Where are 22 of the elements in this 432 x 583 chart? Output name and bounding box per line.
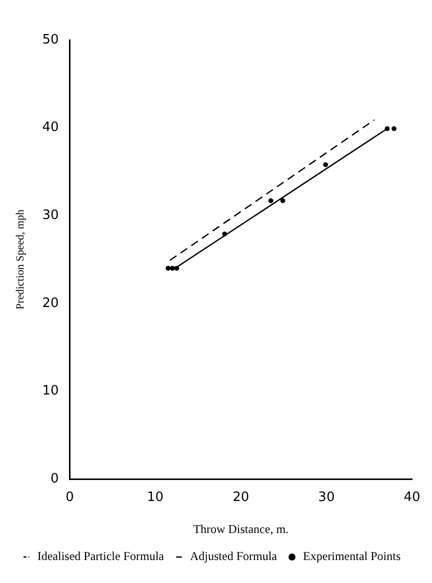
legend-label: Experimental Points (302, 549, 401, 564)
x-tick-label: 40 (404, 490, 420, 506)
x-tick-label: 20 (232, 490, 250, 506)
x-tick-label: 0 (66, 490, 74, 506)
point (323, 162, 328, 168)
y-tick-label: 0 (50, 471, 59, 486)
point (268, 198, 274, 204)
y-axis-title: Prediction Speed, mph (14, 209, 26, 310)
y-tick-label: 40 (42, 120, 59, 136)
legend-label: Adjusted Formula (190, 549, 278, 564)
x-tick-label: 10 (147, 490, 164, 506)
y-tick-label: 20 (42, 296, 59, 311)
point (170, 266, 175, 271)
y-tick-label: 30 (42, 208, 59, 223)
point (280, 198, 286, 204)
legend-label: Idealised Particle Formula (37, 549, 165, 564)
x-axis-title: Throw Distance, m. (193, 522, 289, 536)
y-tick-label: 10 (42, 384, 59, 399)
point (392, 126, 396, 132)
x-tick-label: 30 (318, 490, 335, 506)
y-tick-label: 50 (42, 32, 59, 48)
point (166, 266, 171, 271)
